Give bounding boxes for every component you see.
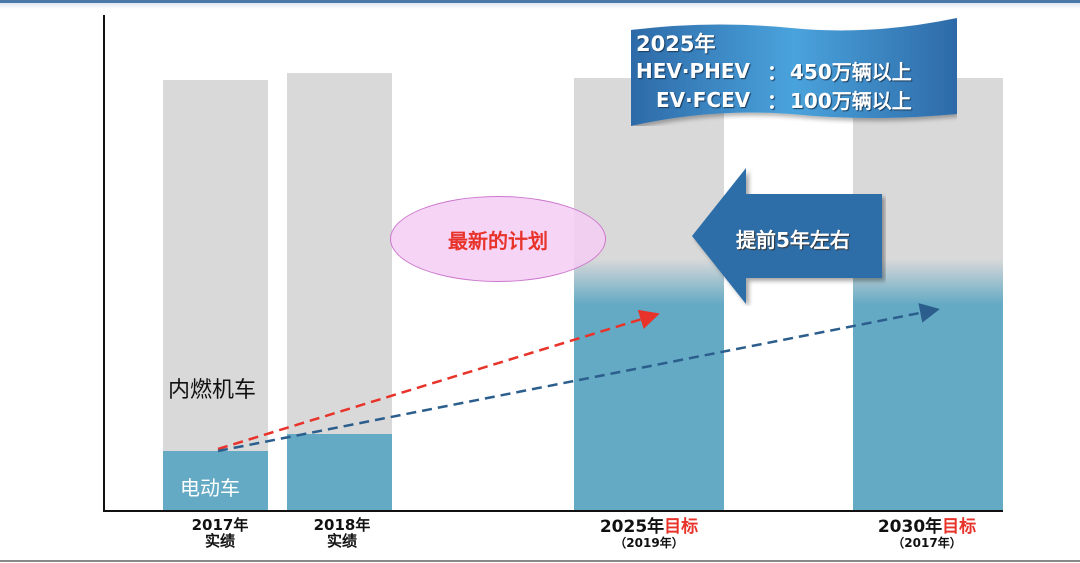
xlabel-target: 目标 xyxy=(942,517,977,537)
banner-row-hev: HEV·PHEV ： 450万辆以上 xyxy=(636,56,912,85)
banner-colon: ： xyxy=(767,89,787,113)
bottom-divider xyxy=(0,560,1080,562)
target-banner xyxy=(631,18,957,126)
bar-2025-ev xyxy=(574,259,724,511)
bar-2030 xyxy=(853,78,1003,511)
xlabel-target: 目标 xyxy=(664,517,699,537)
arrow-left-icon xyxy=(692,168,882,304)
top-accent-bar xyxy=(0,0,1080,3)
target-banner-text: 2025年 HEV·PHEV ： 450万辆以上 EV·FCEV ： 100万辆… xyxy=(636,28,912,114)
ev-series-label: 电动车 xyxy=(180,476,240,500)
xlabel-2017: 2017年 实绩 xyxy=(180,516,260,550)
bar-2017-ev xyxy=(163,451,268,511)
banner-row-ev: EV·FCEV ： 100万辆以上 xyxy=(636,85,912,114)
xlabel-year: 2017年 xyxy=(191,516,249,534)
xlabel-sub: 实绩 xyxy=(326,531,357,550)
banner-year: 2025年 xyxy=(636,32,716,56)
banner-value: 100万辆以上 xyxy=(790,89,912,113)
y-axis xyxy=(103,15,105,511)
ice-series-label: 内燃机车 xyxy=(168,378,257,403)
latest-plan-trend-line xyxy=(217,309,660,451)
banner-value: 450万辆以上 xyxy=(790,60,912,84)
bar-2018 xyxy=(287,73,392,511)
ahead-5-years-label: 提前5年左右 xyxy=(736,228,850,252)
xlabel-sub: 实绩 xyxy=(204,531,235,550)
top-accent-shadow xyxy=(0,3,1080,9)
bar-2018-ev xyxy=(287,434,392,511)
xlabel-2030: 2030年目标 （2017年） xyxy=(857,517,997,550)
xlabel-2025: 2025年目标 （2019年） xyxy=(579,517,719,550)
banner-colon: ： xyxy=(767,60,787,84)
bar-2030-ev xyxy=(853,259,1003,511)
xlabel-year: 2018年 xyxy=(313,516,371,534)
original-plan-trend-line xyxy=(217,303,940,453)
xlabel-2018: 2018年 实绩 xyxy=(302,516,382,550)
xlabel-year: 2025年 xyxy=(599,517,665,537)
xlabel-year: 2030年 xyxy=(877,517,943,537)
banner-key: EV·FCEV xyxy=(656,87,751,112)
latest-plan-label: 最新的计划 xyxy=(448,228,548,253)
xlabel-sub: （2017年） xyxy=(892,535,962,550)
x-axis xyxy=(103,510,1003,512)
latest-plan-ellipse: 最新的计划 xyxy=(390,196,606,282)
xlabel-sub: （2019年） xyxy=(614,535,684,550)
bar-2025 xyxy=(574,78,724,511)
banner-key: HEV·PHEV xyxy=(636,58,751,83)
